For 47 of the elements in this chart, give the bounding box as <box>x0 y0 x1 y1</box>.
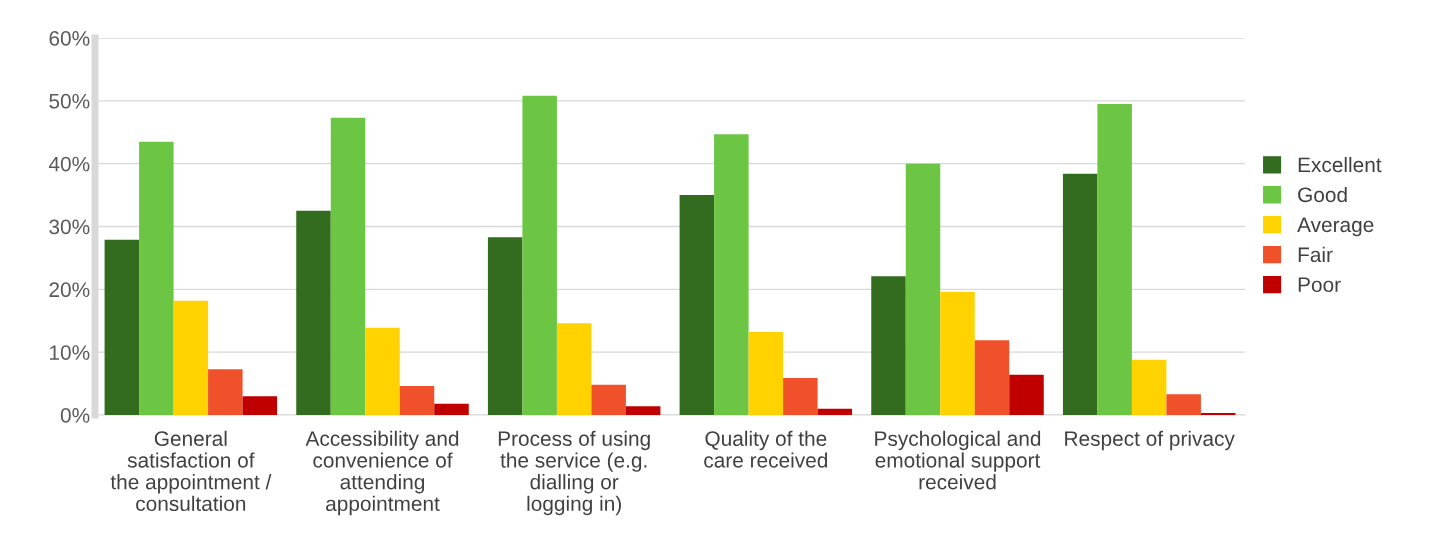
bar <box>556 323 592 415</box>
x-tick-label: Quality of the care received <box>704 430 828 468</box>
bar <box>679 195 715 415</box>
bar <box>365 327 400 415</box>
y-tick-label: 60% <box>49 31 90 46</box>
bar <box>871 276 906 415</box>
y-tick-label: 30% <box>49 219 90 235</box>
bar <box>1131 359 1167 415</box>
bar <box>330 117 366 415</box>
bar <box>434 403 469 415</box>
bar <box>591 384 626 415</box>
bar <box>974 340 1010 415</box>
legend-label: Fair <box>1298 246 1333 263</box>
y-tick-label: 0% <box>60 408 90 423</box>
x-tick-label: Process of using the service (e.g. dialling or logging in) <box>498 430 650 516</box>
bar <box>783 377 818 415</box>
x-tick-label: Respect of privacy <box>1065 430 1235 451</box>
bar <box>905 163 941 415</box>
bar <box>940 291 975 415</box>
legend-label: Excellent <box>1298 156 1382 173</box>
bar <box>714 134 749 415</box>
bar <box>208 369 243 415</box>
x-tick-label: Accessibility and convenience of attending appointment <box>305 430 459 516</box>
bar <box>748 332 784 415</box>
bar <box>625 406 661 415</box>
bar <box>1062 173 1098 415</box>
bar <box>487 237 523 415</box>
bar <box>1009 374 1044 415</box>
legend-label: Good <box>1298 186 1347 203</box>
bar <box>173 300 209 415</box>
bar <box>1097 103 1132 415</box>
legend-label: Poor <box>1298 277 1341 293</box>
bar <box>296 210 331 415</box>
y-tick-label: 20% <box>49 282 90 298</box>
bar <box>242 396 278 415</box>
y-tick-label: 50% <box>49 93 90 109</box>
bar <box>522 95 557 415</box>
bar <box>139 141 174 415</box>
bar <box>817 408 853 415</box>
x-tick-label: General satisfaction of the appointment / consultation <box>110 430 272 512</box>
bar <box>104 239 140 415</box>
bar <box>1166 394 1201 415</box>
y-tick-label: 40% <box>48 156 90 172</box>
legend-label: Average <box>1297 217 1374 237</box>
y-tick-label: 10% <box>50 345 90 360</box>
bar <box>399 386 435 415</box>
x-tick-label: Psychological and emotional support received <box>875 430 1041 490</box>
